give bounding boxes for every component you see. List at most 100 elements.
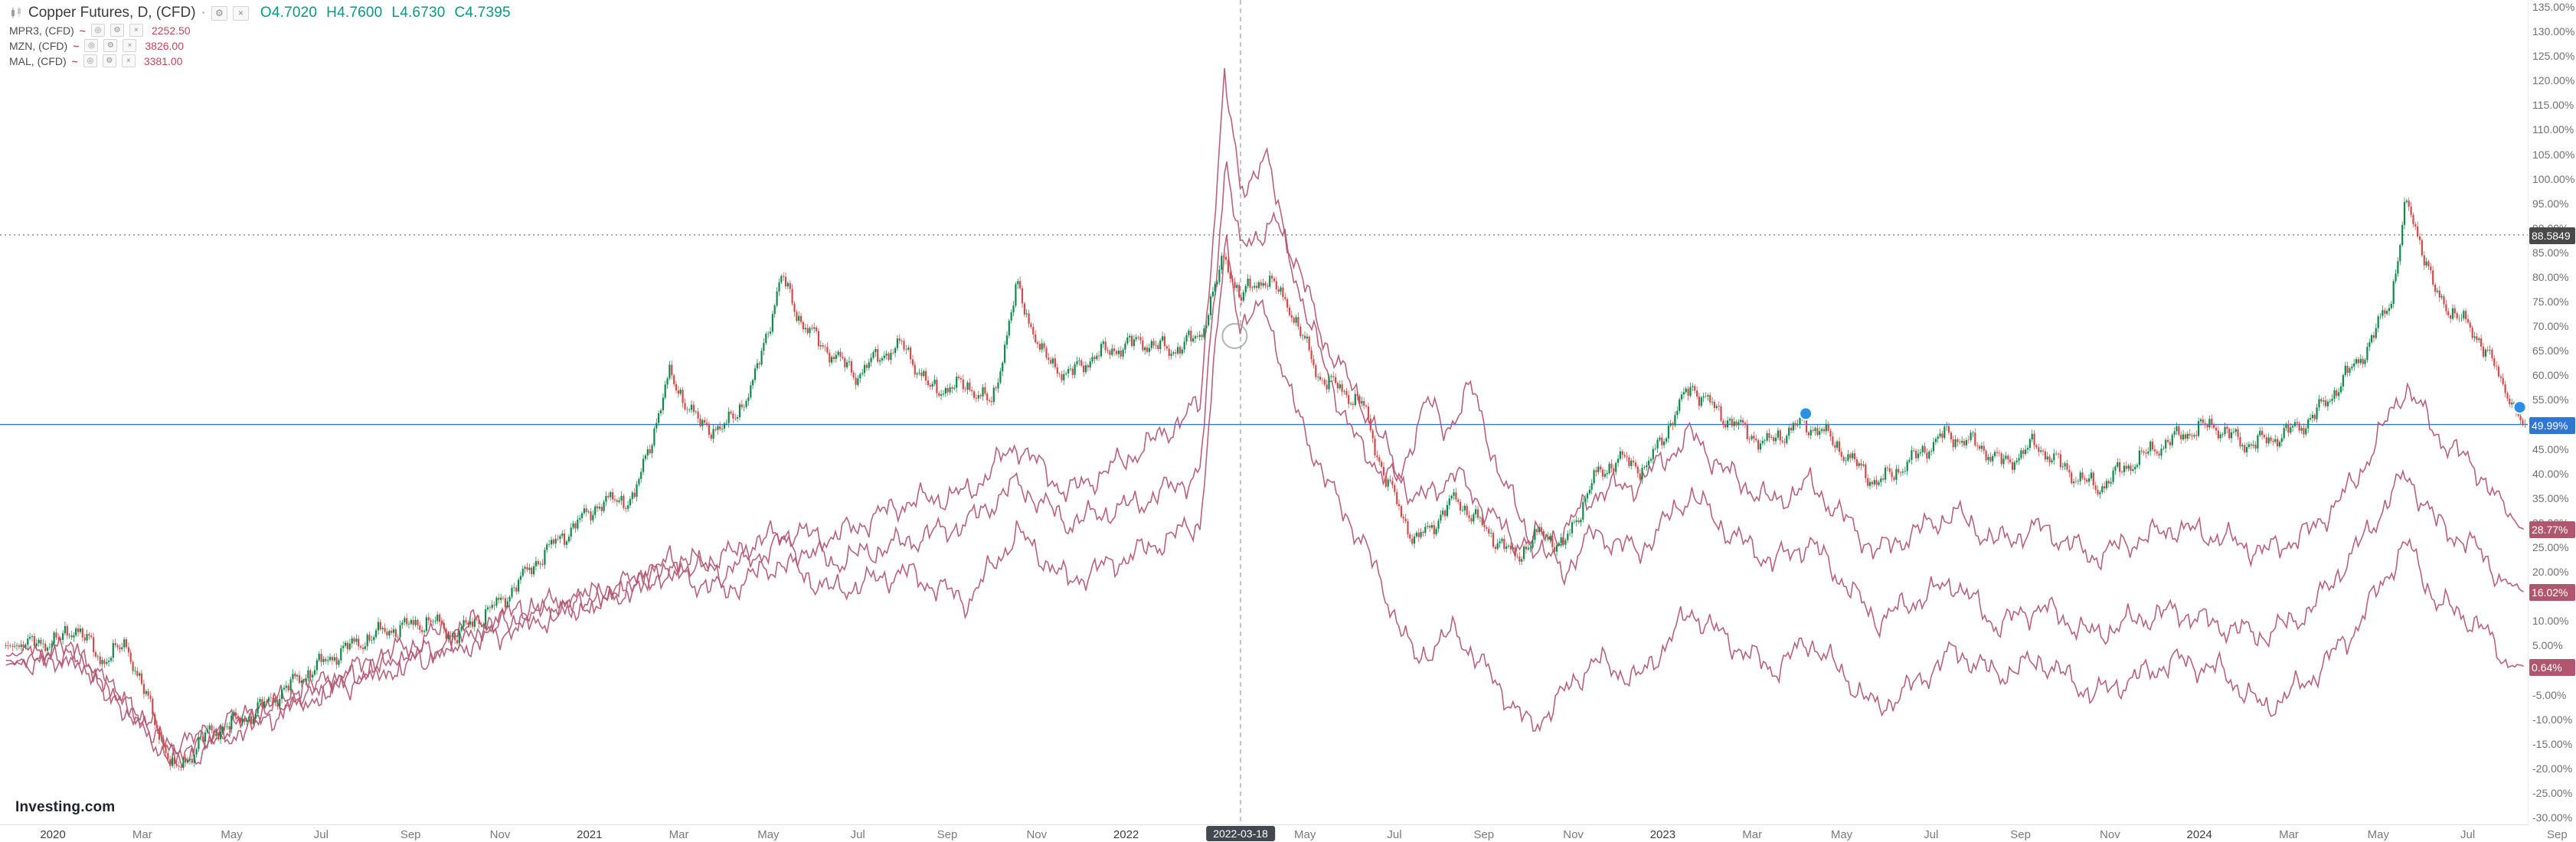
price-tick-label: -20.00% — [2532, 762, 2573, 775]
crosshair-date-tooltip: 2022-03-18 — [1206, 826, 1275, 841]
price-tick-label: 25.00% — [2532, 540, 2569, 553]
logo-text: Investing — [15, 799, 81, 815]
overlay-line-0[interactable] — [5, 234, 2524, 765]
time-tick-label: Jul — [313, 828, 329, 841]
time-tick-label: May — [1830, 828, 1853, 841]
time-tick-label: Jul — [850, 828, 865, 841]
price-tick-label: 115.00% — [2532, 99, 2574, 112]
price-tick-label: 120.00% — [2532, 74, 2575, 87]
line-style-icon: ~ — [79, 24, 86, 37]
time-axis[interactable]: 2022-03-18 2020 Mar May Jul Sep Nov 2021 Mar May… — [0, 824, 2576, 842]
open-value: O4.7020 — [260, 5, 318, 21]
settings-icon[interactable]: ⚙ — [211, 5, 227, 21]
close-icon[interactable]: × — [129, 24, 143, 37]
low-value: L4.6730 — [391, 5, 446, 21]
price-tick-label: 75.00% — [2532, 295, 2569, 308]
time-tick-label: Sep — [2010, 828, 2031, 841]
settings-icon[interactable]: ⚙ — [102, 54, 116, 67]
price-tick-label: 100.00% — [2532, 172, 2575, 185]
price-tick-label: 45.00% — [2532, 442, 2569, 455]
main-series-legend[interactable]: Copper Futures, D, (CFD) · ⚙ × O4.7020 H4… — [9, 5, 520, 21]
close-value: C4.7395 — [454, 5, 511, 21]
candle-bodies-up — [5, 201, 2513, 768]
price-tick-label: 60.00% — [2532, 369, 2569, 382]
high-value: H4.7600 — [326, 5, 383, 21]
price-tick-label: -5.00% — [2532, 688, 2567, 701]
settings-icon[interactable]: ⚙ — [110, 24, 124, 37]
price-badge-crosshair-price: 88.5849 — [2529, 227, 2575, 244]
price-plot[interactable] — [0, 0, 2529, 825]
price-tick-label: 65.00% — [2532, 344, 2569, 357]
price-tick-label: -30.00% — [2532, 811, 2573, 824]
line-style-icon: ~ — [73, 39, 80, 52]
candle-wicks-down — [8, 197, 2525, 772]
overlay-symbol[interactable]: MAL, (CFD) — [9, 54, 67, 67]
time-tick-label: Mar — [2279, 828, 2299, 841]
close-icon[interactable]: × — [121, 54, 136, 67]
symbol-title[interactable]: Copper Futures, D, (CFD) — [28, 5, 196, 21]
time-tick-label: Nov — [1026, 828, 1048, 841]
price-tick-label: 125.00% — [2532, 50, 2575, 63]
price-badge-overlay-mpr3: 0.64% — [2529, 659, 2575, 677]
time-tick-label: May — [757, 828, 780, 841]
settings-icon[interactable]: ⚙ — [103, 39, 118, 52]
price-tick-label: 55.00% — [2532, 393, 2569, 406]
time-tick-label: Sep — [937, 828, 958, 841]
alert-dot-marker[interactable] — [1799, 406, 1813, 421]
visibility-icon[interactable]: ◎ — [83, 54, 97, 67]
price-badge-last-price: 49.99% — [2529, 416, 2575, 434]
overlay-legend-mpr3[interactable]: MPR3, (CFD) ~ ◎ ⚙ × 2252.50 — [9, 24, 520, 37]
time-tick-label: Sep — [1473, 828, 1495, 841]
candlestick-series-icon — [9, 7, 23, 19]
time-tick-label: 2021 — [577, 828, 603, 841]
event-ring-marker[interactable] — [1221, 323, 1248, 350]
legend-separator: · — [201, 5, 206, 21]
time-tick-label: Jul — [1924, 828, 1939, 841]
close-icon[interactable]: × — [123, 39, 137, 52]
overlay-legend-mal[interactable]: MAL, (CFD) ~ ◎ ⚙ × 3381.00 — [9, 54, 520, 67]
time-tick-label: Nov — [2100, 828, 2120, 841]
overlay-value: 2252.50 — [151, 24, 191, 37]
ohlc-readout: O4.7020 H4.7600 L4.6730 C4.7395 — [260, 5, 520, 21]
overlay-value: 3381.00 — [143, 54, 183, 67]
price-tick-label: -25.00% — [2532, 786, 2573, 799]
overlay-legend-mzn[interactable]: MZN, (CFD) ~ ◎ ⚙ × 3826.00 — [9, 39, 520, 52]
time-tick-label: May — [2367, 828, 2389, 841]
price-tick-label: 80.00% — [2532, 270, 2569, 283]
price-tick-label: 85.00% — [2532, 246, 2569, 259]
overlay-symbol[interactable]: MZN, (CFD) — [9, 39, 68, 52]
price-axis[interactable]: 135.00% 130.00% 125.00% 120.00% 115.00% 110.0… — [2528, 0, 2576, 825]
price-tick-label: 105.00% — [2532, 148, 2575, 161]
investing-logo[interactable]: Investing.com — [15, 799, 115, 816]
overlay-symbol[interactable]: MPR3, (CFD) — [9, 24, 74, 37]
time-tick-label: 2024 — [2186, 828, 2212, 841]
candle-bodies-down — [7, 201, 2526, 768]
overlay-line-1[interactable] — [5, 161, 2524, 768]
price-tick-label: 35.00% — [2532, 491, 2569, 504]
price-tick-label: -15.00% — [2532, 737, 2573, 750]
time-tick-label: Nov — [1563, 828, 1584, 841]
time-tick-label: 2020 — [40, 828, 66, 841]
time-tick-label: 2023 — [1649, 828, 1676, 841]
price-tick-label: 20.00% — [2532, 566, 2569, 579]
time-tick-label: Sep — [400, 828, 421, 841]
line-style-icon: ~ — [71, 54, 78, 67]
price-tick-label: 95.00% — [2532, 197, 2569, 210]
close-icon[interactable]: × — [232, 5, 249, 21]
time-tick-label: May — [221, 828, 243, 841]
price-tick-label: -10.00% — [2532, 713, 2573, 726]
price-tick-label: 130.00% — [2532, 25, 2575, 38]
time-tick-label: Mar — [1742, 828, 1763, 841]
price-tick-label: 110.00% — [2532, 123, 2574, 136]
alert-dot-marker[interactable] — [2512, 400, 2527, 415]
price-tick-label: 135.00% — [2532, 1, 2575, 13]
time-tick-label: May — [1294, 828, 1316, 841]
overlay-line-2[interactable] — [5, 67, 2524, 764]
time-tick-label: Nov — [489, 828, 511, 841]
visibility-icon[interactable]: ◎ — [84, 39, 99, 52]
price-tick-label: 70.00% — [2532, 320, 2569, 333]
price-tick-label: 5.00% — [2532, 639, 2563, 652]
visibility-icon[interactable]: ◎ — [90, 24, 105, 37]
price-tick-label: 40.00% — [2532, 467, 2569, 480]
